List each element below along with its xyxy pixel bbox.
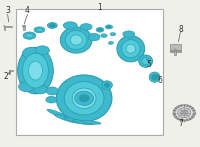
Bar [4, 26, 12, 27]
Circle shape [75, 91, 94, 105]
Ellipse shape [142, 57, 150, 65]
Ellipse shape [80, 24, 92, 30]
Ellipse shape [64, 117, 86, 124]
Ellipse shape [54, 114, 78, 123]
Ellipse shape [110, 33, 116, 36]
Ellipse shape [28, 61, 42, 80]
Text: 2: 2 [3, 72, 8, 81]
Ellipse shape [36, 28, 43, 32]
Text: 3: 3 [5, 6, 10, 15]
Ellipse shape [72, 88, 96, 108]
Ellipse shape [33, 85, 47, 94]
FancyBboxPatch shape [16, 9, 163, 135]
Ellipse shape [18, 47, 53, 94]
Circle shape [178, 108, 191, 118]
Ellipse shape [139, 55, 153, 67]
Ellipse shape [88, 34, 100, 41]
Ellipse shape [149, 72, 160, 82]
Bar [9, 70, 13, 71]
Circle shape [181, 110, 188, 115]
Ellipse shape [101, 81, 112, 90]
Ellipse shape [47, 109, 70, 119]
Circle shape [23, 27, 25, 28]
Circle shape [8, 73, 10, 74]
Ellipse shape [49, 24, 55, 27]
Ellipse shape [64, 81, 104, 115]
Ellipse shape [98, 29, 102, 31]
Ellipse shape [60, 27, 92, 53]
Bar [9, 70, 10, 74]
Ellipse shape [63, 22, 77, 29]
Ellipse shape [26, 34, 33, 38]
Bar [174, 50, 176, 55]
Ellipse shape [73, 120, 94, 125]
Ellipse shape [117, 36, 145, 62]
Ellipse shape [105, 25, 113, 29]
Ellipse shape [47, 22, 57, 28]
Ellipse shape [65, 31, 87, 50]
Ellipse shape [46, 96, 57, 103]
Ellipse shape [70, 35, 82, 45]
Text: 4: 4 [25, 6, 30, 15]
Ellipse shape [23, 32, 36, 39]
Ellipse shape [75, 91, 93, 105]
Text: 1: 1 [98, 3, 102, 12]
Ellipse shape [96, 27, 104, 32]
Ellipse shape [56, 75, 112, 122]
Text: 8: 8 [178, 25, 183, 34]
Circle shape [174, 49, 176, 50]
Polygon shape [170, 44, 181, 51]
Ellipse shape [126, 44, 136, 53]
Bar [170, 50, 181, 51]
Circle shape [173, 105, 195, 121]
Bar [170, 51, 181, 52]
Circle shape [175, 106, 194, 120]
Ellipse shape [23, 53, 48, 88]
Circle shape [183, 112, 186, 114]
Text: 6: 6 [157, 76, 162, 85]
Ellipse shape [34, 27, 45, 33]
Circle shape [79, 95, 89, 102]
Ellipse shape [35, 46, 49, 55]
Bar [4, 26, 5, 30]
Ellipse shape [101, 34, 107, 37]
Ellipse shape [46, 87, 58, 95]
Bar [22, 25, 25, 26]
Ellipse shape [121, 40, 140, 58]
Ellipse shape [19, 81, 34, 92]
Text: 5: 5 [146, 60, 151, 69]
Ellipse shape [107, 26, 111, 28]
Ellipse shape [81, 120, 101, 124]
Ellipse shape [123, 31, 135, 37]
Bar [23, 25, 25, 30]
Ellipse shape [108, 41, 113, 44]
Ellipse shape [23, 47, 40, 59]
Text: 7: 7 [178, 119, 183, 128]
Ellipse shape [104, 83, 110, 87]
Ellipse shape [152, 74, 158, 80]
